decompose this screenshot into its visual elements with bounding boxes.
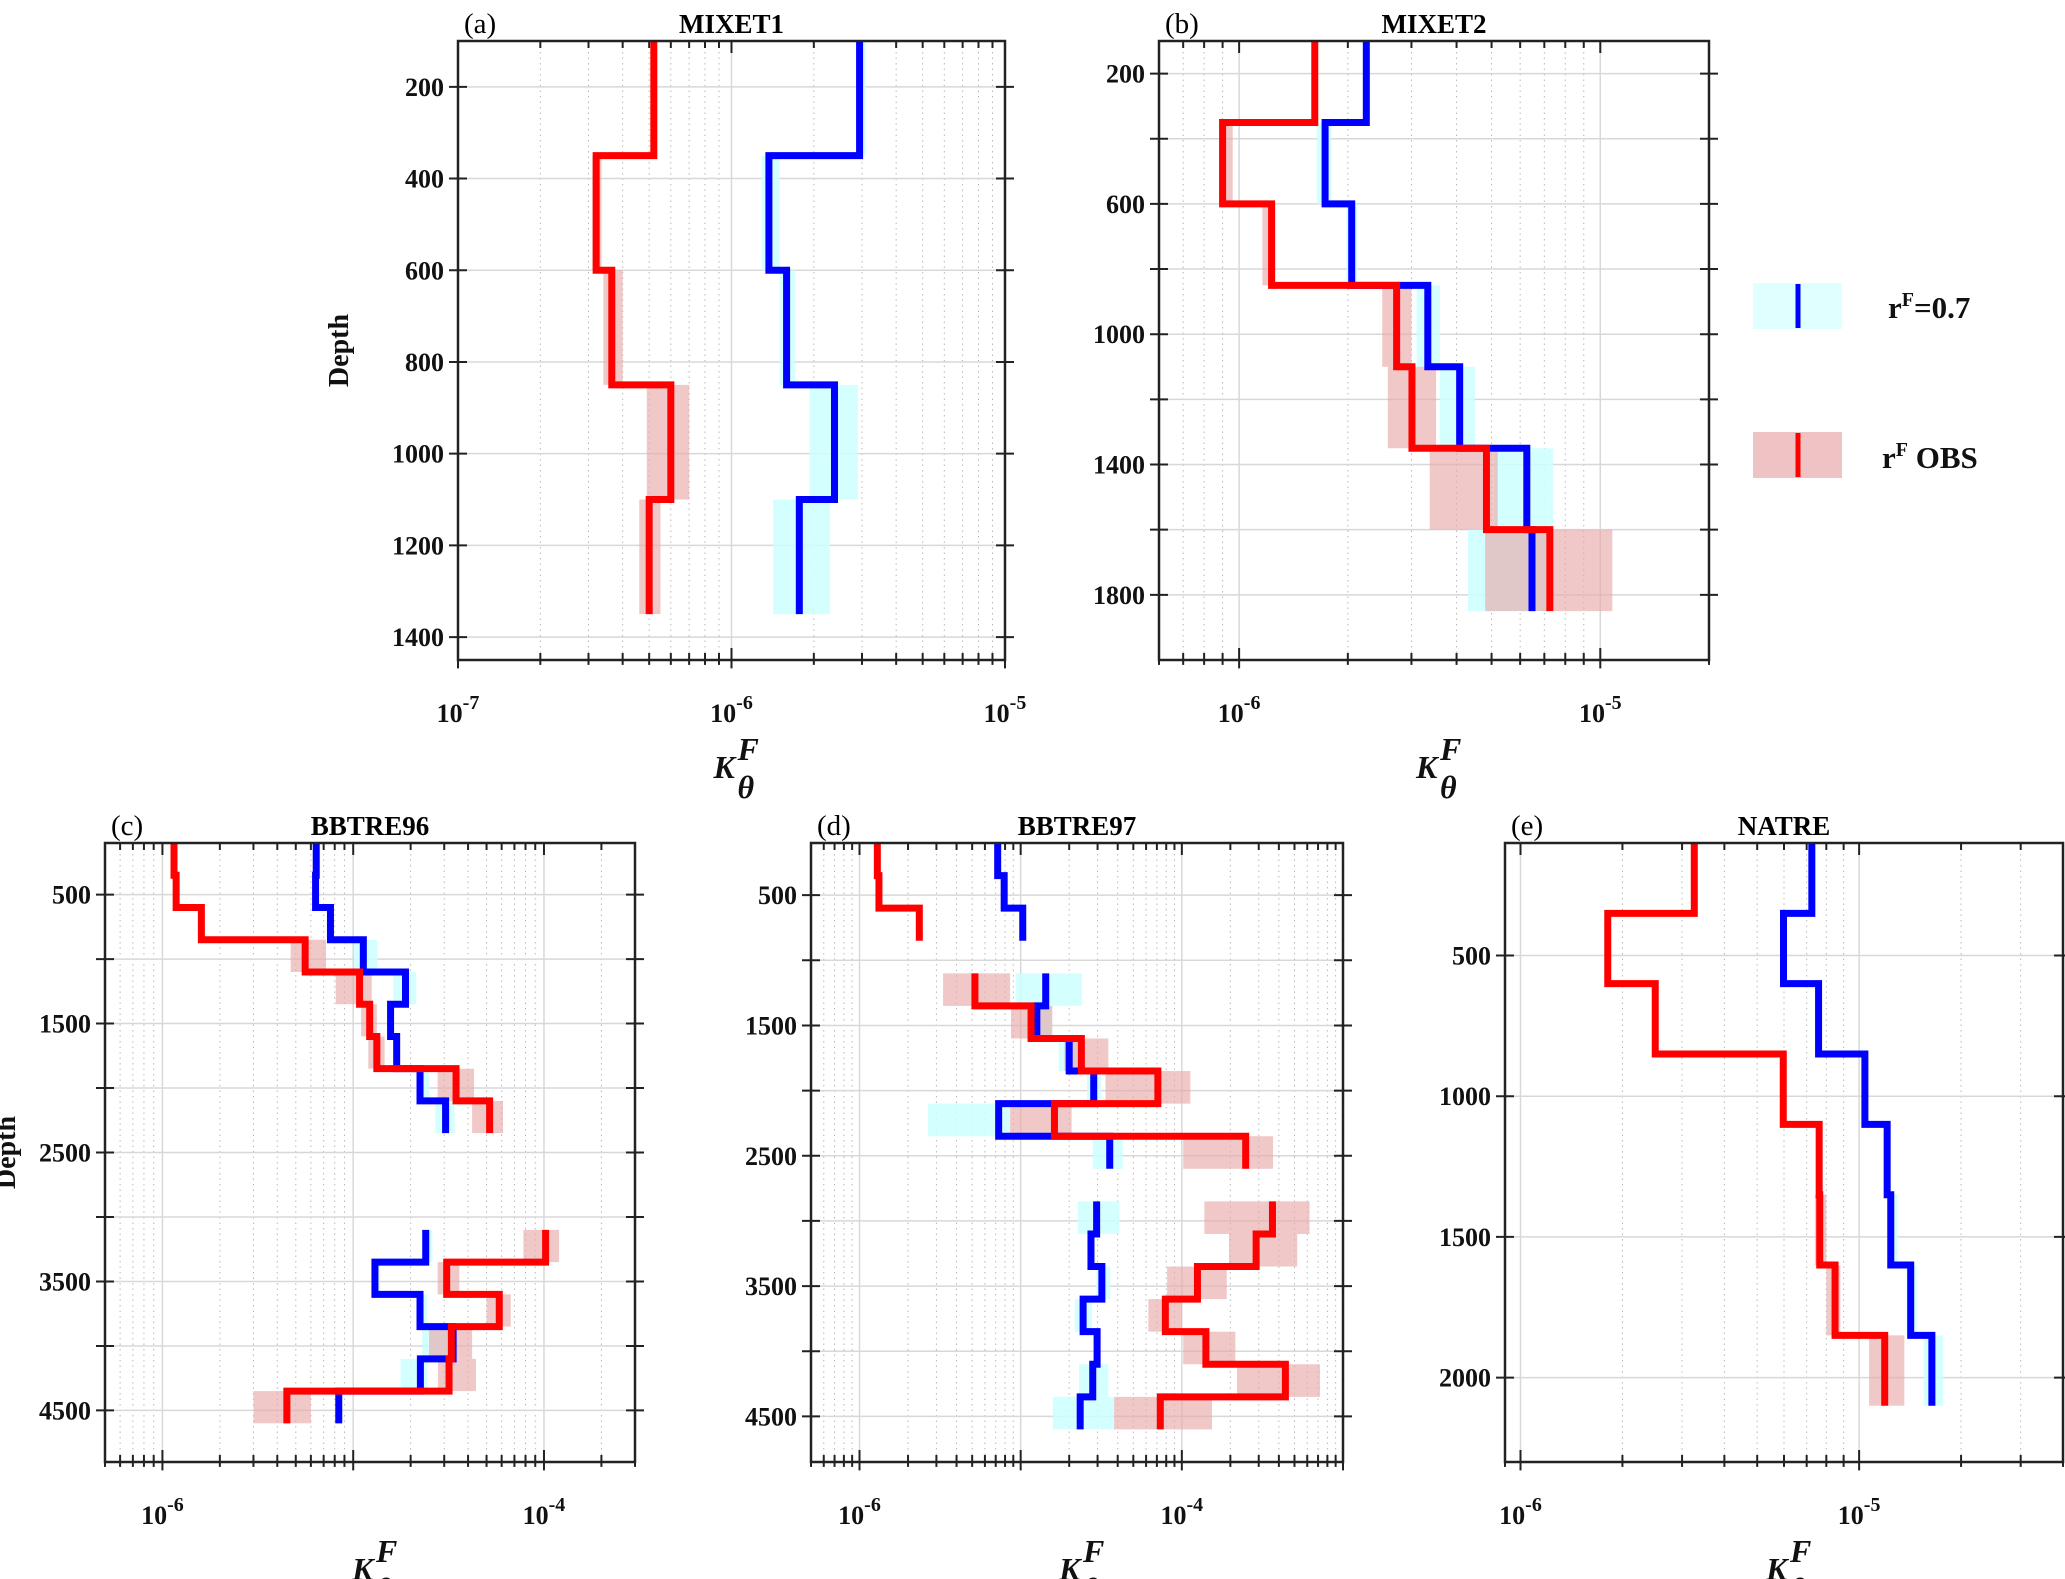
x-axis-label: K: [1058, 1551, 1083, 1579]
uncertainty-band-obs: [1204, 1201, 1310, 1234]
uncertainty-band-obs: [1105, 1071, 1191, 1104]
y-tick-label: 1000: [1439, 1082, 1491, 1111]
series-line-obs: [1219, 41, 1554, 612]
panel-letter: (e): [1511, 810, 1543, 842]
y-tick-label: 1400: [1093, 451, 1145, 480]
x-axis-label-sup: F: [1789, 1533, 1811, 1569]
panel-d: 500 1500 2500 3500 4500 10-6 10-4 KFθ BBTRE97 (d): [745, 810, 1352, 1579]
y-tick-label: 500: [758, 881, 797, 910]
series-line-model: [1780, 843, 1936, 1406]
x-axis-label-sup: F: [1439, 731, 1461, 767]
y-axis-label: Depth: [0, 1116, 22, 1190]
x-axis-label: K: [351, 1551, 376, 1579]
y-tick-label: 1500: [745, 1011, 797, 1040]
x-tick-label: 10-6: [141, 1494, 184, 1530]
panel-b: 200 600 1000 1400 1800 10-6 10-5 K Fθ MIXET2 (b): [1093, 8, 1718, 805]
x-tick-label: 10-6: [1499, 1494, 1542, 1530]
y-tick-label: 600: [405, 256, 444, 285]
x-tick-label: 10-6: [1218, 692, 1261, 728]
panel-c: 500 1500 2500 3500 4500 10-6 10-4 KFθ BBTRE96 (c)…: [0, 810, 644, 1579]
series-line-obs: [170, 843, 550, 1424]
x-axis-label: K: [1415, 749, 1440, 785]
panel-letter: (c): [111, 810, 143, 842]
y-tick-label: 800: [405, 348, 444, 377]
x-tick-label: 10-4: [523, 1494, 566, 1530]
series-line-obs: [1604, 843, 1889, 1406]
y-tick-label: 1200: [392, 531, 444, 560]
x-axis-label-sub: θ: [738, 769, 755, 805]
panel-title: BBTRE97: [1018, 811, 1137, 841]
uncertainty-band-obs: [1237, 1364, 1321, 1397]
y-tick-label: 500: [1452, 942, 1491, 971]
y-tick-label: 3500: [39, 1267, 91, 1296]
x-axis-label: K: [1765, 1551, 1790, 1579]
panel-title: MIXET1: [679, 9, 784, 39]
uncertainty-band-obs: [253, 1391, 311, 1424]
uncertainty-band-model: [418, 1068, 430, 1101]
series-line-model: [1321, 41, 1536, 612]
y-axis-label: Depth: [324, 314, 355, 388]
x-axis-label-sub: θ: [1083, 1571, 1100, 1579]
axes-frame: [809, 841, 1345, 1464]
y-tick-label: 1500: [1439, 1223, 1491, 1252]
y-tick-label: 4500: [745, 1402, 797, 1431]
legend-entry-model: rF=0.7: [1753, 283, 1970, 329]
y-tick-label: 200: [1106, 60, 1145, 89]
y-tick-label: 1000: [1093, 320, 1145, 349]
x-tick-label: 10-4: [1161, 1494, 1204, 1530]
legend: rF=0.7 rF OBS: [1753, 283, 1978, 478]
x-axis-label-sub: θ: [376, 1571, 393, 1579]
panel-letter: (a): [464, 8, 496, 40]
y-tick-label: 500: [52, 881, 91, 910]
series-line-model: [765, 41, 864, 615]
panel-title: MIXET2: [1381, 9, 1486, 39]
y-tick-label: 1000: [392, 440, 444, 469]
axes-frame: [456, 39, 1007, 662]
y-tick-label: 1400: [392, 623, 444, 652]
uncertainty-band-obs: [1228, 1233, 1298, 1267]
panel-title: BBTRE96: [311, 811, 430, 841]
y-tick-label: 3500: [745, 1272, 797, 1301]
x-tick-label: 10-5: [984, 692, 1027, 728]
panel-title: NATRE: [1738, 811, 1831, 841]
y-tick-label: 400: [405, 165, 444, 194]
uncertainty-band-obs: [437, 1358, 476, 1392]
x-tick-label: 10-6: [838, 1494, 881, 1530]
x-axis-label-sup: F: [1082, 1533, 1104, 1569]
axes-frame: [1503, 841, 2065, 1464]
series-line-obs: [592, 41, 675, 615]
y-tick-label: 4500: [39, 1396, 91, 1425]
x-axis-label-sup: F: [375, 1533, 397, 1569]
legend-entry-obs: rF OBS: [1753, 432, 1978, 478]
legend-label-obs: rF OBS: [1882, 439, 1978, 475]
uncertainty-band-obs: [1183, 1136, 1274, 1169]
panel-a: 200 400 600 800 1000 1200 1400 10-7 10-6 10-5 K Fθ M…: [324, 8, 1026, 805]
x-axis-label-sub: θ: [1440, 769, 1457, 805]
y-tick-label: 2000: [1439, 1364, 1491, 1393]
y-tick-label: 200: [405, 73, 444, 102]
legend-label-model: rF=0.7: [1888, 289, 1970, 325]
uncertainty-band-obs: [523, 1229, 560, 1263]
y-tick-label: 2500: [745, 1142, 797, 1171]
x-tick-label: 10-6: [710, 692, 753, 728]
panel-letter: (d): [817, 810, 851, 842]
panel-letter: (b): [1165, 8, 1199, 40]
x-axis-label: K: [713, 749, 738, 785]
series-line-obs: [873, 843, 1289, 1430]
x-tick-label: 10-7: [437, 692, 480, 728]
y-tick-label: 1500: [39, 1010, 91, 1039]
x-axis-label-sup: F: [737, 731, 759, 767]
x-axis-label-sub: θ: [1790, 1571, 1807, 1579]
y-tick-label: 600: [1106, 190, 1145, 219]
panel-e: 500 1000 1500 2000 10-6 10-5 KFθ NATRE (e): [1439, 810, 2065, 1579]
axes-frame: [1157, 39, 1711, 662]
uncertainty-band-obs: [1010, 1103, 1072, 1137]
uncertainty-band-obs: [335, 971, 372, 1005]
x-tick-label: 10-5: [1579, 692, 1622, 728]
y-tick-label: 2500: [39, 1139, 91, 1168]
x-tick-label: 10-5: [1838, 1494, 1881, 1530]
y-tick-label: 1800: [1093, 581, 1145, 610]
axes-frame: [103, 841, 637, 1464]
